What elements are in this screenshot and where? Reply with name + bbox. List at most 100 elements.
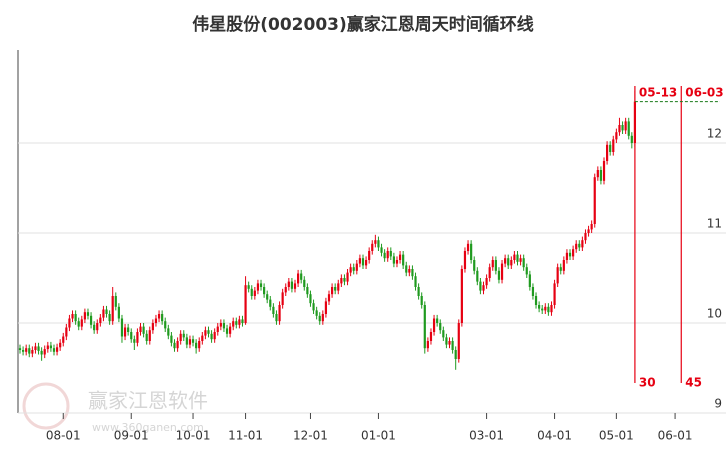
candle-body (463, 251, 467, 269)
candle-body (225, 328, 229, 334)
candle-body (534, 296, 538, 305)
candle-body (612, 139, 615, 152)
x-tick-label: 09-01 (114, 429, 149, 443)
candle-body (287, 281, 290, 287)
candle-body (284, 287, 287, 293)
candle-body (531, 287, 535, 296)
candle-body (71, 314, 74, 319)
candle-body (432, 318, 436, 332)
candle-body (105, 309, 108, 314)
candle-body (114, 296, 117, 307)
candle-body (624, 121, 627, 131)
candle-body (482, 285, 485, 291)
candle-body (232, 321, 235, 327)
candle-body (377, 240, 380, 248)
candle-body (562, 260, 565, 271)
candle-body (108, 314, 111, 322)
candle-body (368, 251, 371, 260)
candle-body (340, 278, 343, 284)
candle-body (52, 348, 56, 352)
x-tick-label: 03-01 (469, 429, 504, 443)
candle-body (615, 132, 618, 140)
candle-body (238, 319, 241, 325)
candle-body (327, 294, 331, 302)
candle-body (516, 254, 519, 262)
candle-body (473, 260, 476, 271)
candle-body (210, 333, 213, 340)
candle-body (157, 314, 161, 319)
candle-body (55, 347, 59, 352)
candle-body (429, 332, 433, 341)
candle-body (627, 121, 630, 136)
candle-body (491, 260, 494, 268)
candle-body (630, 135, 633, 143)
candle-body (423, 305, 426, 349)
candle-body (259, 283, 263, 287)
candle-body (96, 323, 99, 331)
chart-title: 伟星股份(002003)赢家江恩周天时间循环线 (192, 14, 534, 35)
candle-body (43, 349, 46, 355)
candle-body (522, 258, 525, 268)
watermark-url: www.360ganen.com (92, 421, 204, 434)
candle-body (182, 333, 185, 338)
candle-body (247, 285, 250, 289)
x-tick-label: 10-01 (176, 429, 211, 443)
candle-body (321, 314, 324, 322)
candle-body (330, 287, 334, 295)
candle-body (513, 254, 516, 260)
candle-body (497, 270, 501, 280)
candle-body (398, 254, 402, 260)
candle-body (470, 243, 473, 260)
candle-body (309, 294, 312, 304)
candle-body (148, 330, 151, 341)
candle-body (21, 350, 25, 352)
candle-body (374, 240, 377, 244)
cycle-days-label: 30 (639, 376, 656, 390)
candle-body (538, 305, 541, 309)
candle-body (111, 296, 114, 322)
candle-body (596, 170, 599, 178)
y-tick-label: 11 (707, 217, 722, 231)
candle-body (176, 341, 179, 349)
candle-body (139, 326, 142, 332)
candle-body (553, 283, 556, 305)
candle-body (334, 287, 337, 291)
candle-body (120, 318, 124, 337)
candle-body (216, 326, 219, 332)
candle-body (602, 161, 606, 181)
candle-body (46, 345, 49, 350)
candle-body (395, 260, 399, 264)
candle-body (28, 348, 31, 354)
candle-body (266, 294, 269, 300)
candle-body (479, 281, 482, 291)
candle-body (201, 335, 204, 341)
candle-body (269, 299, 272, 307)
candle-body (621, 125, 624, 131)
candle-body (136, 332, 139, 343)
candle-body (278, 305, 281, 322)
candle-body (442, 330, 445, 338)
candle-body (355, 263, 358, 271)
candle-body (18, 348, 22, 350)
candle-body (568, 252, 572, 257)
candle-body (303, 279, 306, 287)
candle-body (179, 333, 182, 341)
candle-body (380, 247, 383, 253)
candle-body (584, 233, 587, 241)
x-tick-label: 08-01 (46, 429, 81, 443)
candle-body (83, 312, 86, 320)
candle-body (170, 335, 173, 343)
candle-body (556, 267, 559, 284)
candle-body (195, 342, 198, 349)
candle-body (318, 315, 321, 322)
candle-body (293, 283, 297, 289)
candle-body (130, 332, 133, 340)
candle-body (34, 346, 37, 350)
candle-body (439, 323, 442, 331)
candle-body (312, 303, 315, 311)
y-tick-label: 12 (707, 127, 722, 141)
candle-body (528, 274, 531, 287)
candle-body (559, 267, 562, 271)
candle-body (281, 292, 284, 305)
